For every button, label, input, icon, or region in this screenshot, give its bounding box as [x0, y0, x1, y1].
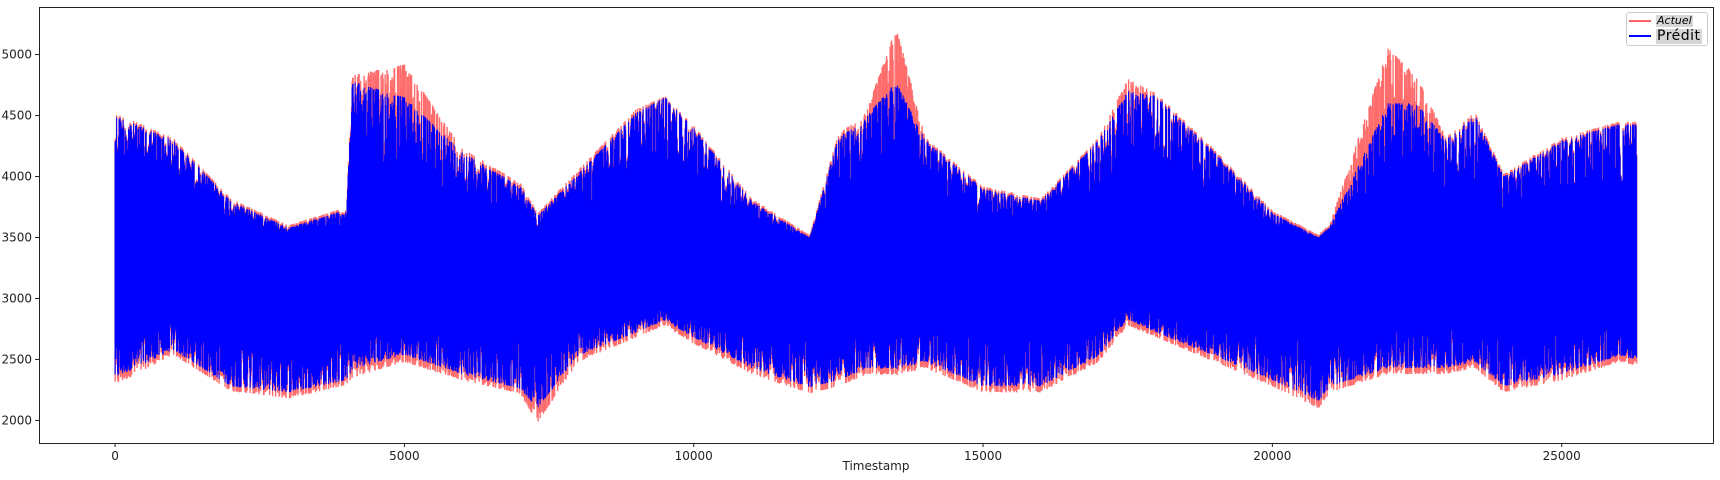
y-tick-label: 3500: [1, 231, 32, 245]
legend-item-actual: Actuel: [1629, 14, 1693, 28]
legend: Actuel Prédit: [1626, 12, 1708, 46]
y-tick-label: 2000: [1, 413, 32, 427]
series-predicted: [114, 82, 1638, 408]
legend-label-predicted: Prédit: [1656, 27, 1702, 44]
legend-swatch-predicted: [1629, 35, 1651, 37]
y-tick-label: 2500: [1, 352, 32, 366]
x-tick-label: 20000: [1253, 449, 1291, 463]
y-axis: 2000 2500 3000 3500 4000 4500 5000: [1, 48, 39, 427]
x-tick-label: 10000: [675, 449, 713, 463]
y-tick-label: 3000: [1, 291, 32, 305]
x-axis-label: Timestamp: [842, 459, 910, 473]
x-tick-label: 5000: [389, 449, 420, 463]
series-layer: [114, 33, 1638, 422]
x-tick-label: 0: [111, 449, 119, 463]
legend-label-actual: Actuel: [1656, 14, 1693, 27]
y-tick-label: 4000: [1, 170, 32, 184]
axes-frame: [39, 7, 1714, 444]
legend-item-predicted: Prédit: [1629, 27, 1702, 44]
x-tick-label: 15000: [964, 449, 1002, 463]
y-tick-label: 4500: [1, 109, 32, 123]
legend-swatch-actual: [1629, 20, 1651, 22]
x-axis: 0 5000 10000 15000 20000 25000: [111, 443, 1581, 463]
x-tick-label: 25000: [1543, 449, 1581, 463]
y-tick-label: 5000: [1, 48, 32, 62]
